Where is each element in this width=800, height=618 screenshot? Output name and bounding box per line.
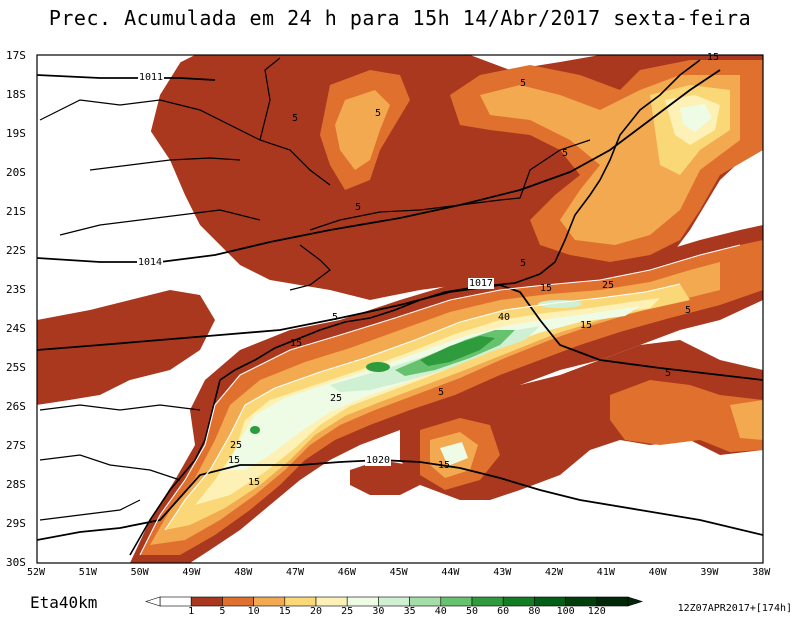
lat-tick-label: 30S <box>6 556 26 569</box>
contour-label: 15 <box>707 52 720 63</box>
colorbar-value: 80 <box>528 606 541 617</box>
colorbar-segment <box>315 596 348 607</box>
colorbar-arrow-right <box>627 596 643 607</box>
lat-tick-label: 22S <box>6 244 26 257</box>
colorbar-value: 35 <box>403 606 416 617</box>
lon-tick-label: 39W <box>700 567 719 578</box>
contour-label: 5 <box>332 312 339 323</box>
lon-tick-label: 41W <box>596 567 615 578</box>
map-title: Prec. Acumulada em 24 h para 15h 14/Abr/… <box>48 6 752 30</box>
contour-label: 25 <box>602 280 615 291</box>
precip-band-25 <box>225 306 640 470</box>
lon-tick-label: 42W <box>545 567 564 578</box>
colorbar-segment <box>284 596 317 607</box>
colorbar-segment <box>440 596 473 607</box>
contour-label: 25 <box>230 440 243 451</box>
precip-area-low-west <box>37 290 215 405</box>
contour-label: 15 <box>580 320 593 331</box>
contour-label: 5 <box>438 387 445 398</box>
colorbar-segment <box>596 596 629 607</box>
colorbar-segment <box>253 596 286 607</box>
colorbar-segment <box>534 596 566 607</box>
lon-tick-label: 47W <box>286 567 305 578</box>
lon-tick-label: 50W <box>130 567 149 578</box>
lon-tick-label: 48W <box>234 567 253 578</box>
lon-tick-label: 45W <box>389 567 408 578</box>
colorbar-value: 30 <box>372 606 385 617</box>
colorbar-segment <box>502 596 535 607</box>
lat-tick-label: 26S <box>6 400 26 413</box>
contour-label: 15 <box>228 455 241 466</box>
colorbar-value: 50 <box>465 606 479 617</box>
lon-tick-label: 43W <box>493 567 512 578</box>
colorbar-segment <box>346 596 379 607</box>
colorbar-value: 25 <box>341 606 354 617</box>
lat-tick-label: 21S <box>6 205 26 218</box>
contour-label: 25 <box>330 393 343 404</box>
lat-tick-label: 23S <box>6 283 26 296</box>
lat-tick-label: 28S <box>6 478 26 491</box>
run-info: 12Z07APR2017+[174h] <box>677 603 792 614</box>
colorbar-value: 100 <box>556 606 575 617</box>
lat-tick-label: 20S <box>6 166 26 179</box>
contour-label: 15 <box>540 283 553 294</box>
contour-label: 5 <box>292 113 299 124</box>
lat-tick-label: 18S <box>6 88 26 101</box>
contour-5 <box>139 244 741 556</box>
colorbar-segment <box>159 596 192 607</box>
state-borders <box>39 57 591 521</box>
colorbar-value: 120 <box>587 606 606 617</box>
lon-tick-label: 46W <box>337 567 356 578</box>
lon-tick-label: 49W <box>182 567 201 578</box>
lon-tick-label: 44W <box>441 567 460 578</box>
isobar-label: 1020 <box>365 455 392 466</box>
lon-tick-label: 52W <box>27 567 46 578</box>
model-name: Eta40km <box>30 593 98 612</box>
contour-label: 5 <box>355 202 362 213</box>
lat-tick-label: 25S <box>6 361 26 374</box>
colorbar-segment <box>565 596 598 607</box>
lat-tick-label: 27S <box>6 439 26 452</box>
contour-label: 5 <box>685 305 692 316</box>
colorbar-value: 20 <box>309 606 323 617</box>
lon-tick-label: 51W <box>78 567 97 578</box>
colorbar-segment <box>190 596 223 607</box>
lat-tick-label: 29S <box>6 517 26 530</box>
lat-tick-label: 24S <box>6 322 26 335</box>
colorbar-value: 60 <box>497 606 510 617</box>
lon-tick-label: 38W <box>752 567 771 578</box>
contour-label: 5 <box>520 258 527 269</box>
colorbar-value: 1 <box>188 606 195 617</box>
colorbar-value: 40 <box>434 606 447 617</box>
colorbar-value: 10 <box>247 606 260 617</box>
contour-label: 5 <box>562 148 569 159</box>
colorbar <box>145 596 643 607</box>
colorbar-arrow-left <box>145 596 161 607</box>
colorbar-segment <box>222 596 254 607</box>
colorbar-segment <box>378 596 410 607</box>
contour-label: 15 <box>248 477 261 488</box>
isobar-label: 1011 <box>138 72 165 83</box>
isobar-label: 1014 <box>137 257 164 268</box>
contour-label: 5 <box>665 368 672 379</box>
colorbar-segment <box>471 596 504 607</box>
contour-label: 40 <box>498 312 511 323</box>
contour-15 <box>164 283 681 531</box>
contour-label: 15 <box>438 460 451 471</box>
colorbar-segment <box>409 596 442 607</box>
precip-band-50 <box>420 336 495 366</box>
lat-tick-label: 19S <box>6 127 26 140</box>
contour-label: 15 <box>290 338 303 349</box>
colorbar-value: 5 <box>219 606 226 617</box>
lon-tick-label: 40W <box>648 567 667 578</box>
contour-label: 5 <box>520 78 527 89</box>
isobar-1014 <box>37 69 721 263</box>
contour-label: 5 <box>375 108 382 119</box>
lat-tick-label: 17S <box>6 49 26 62</box>
isobar-label: 1017 <box>468 278 495 289</box>
colorbar-value: 15 <box>278 606 291 617</box>
